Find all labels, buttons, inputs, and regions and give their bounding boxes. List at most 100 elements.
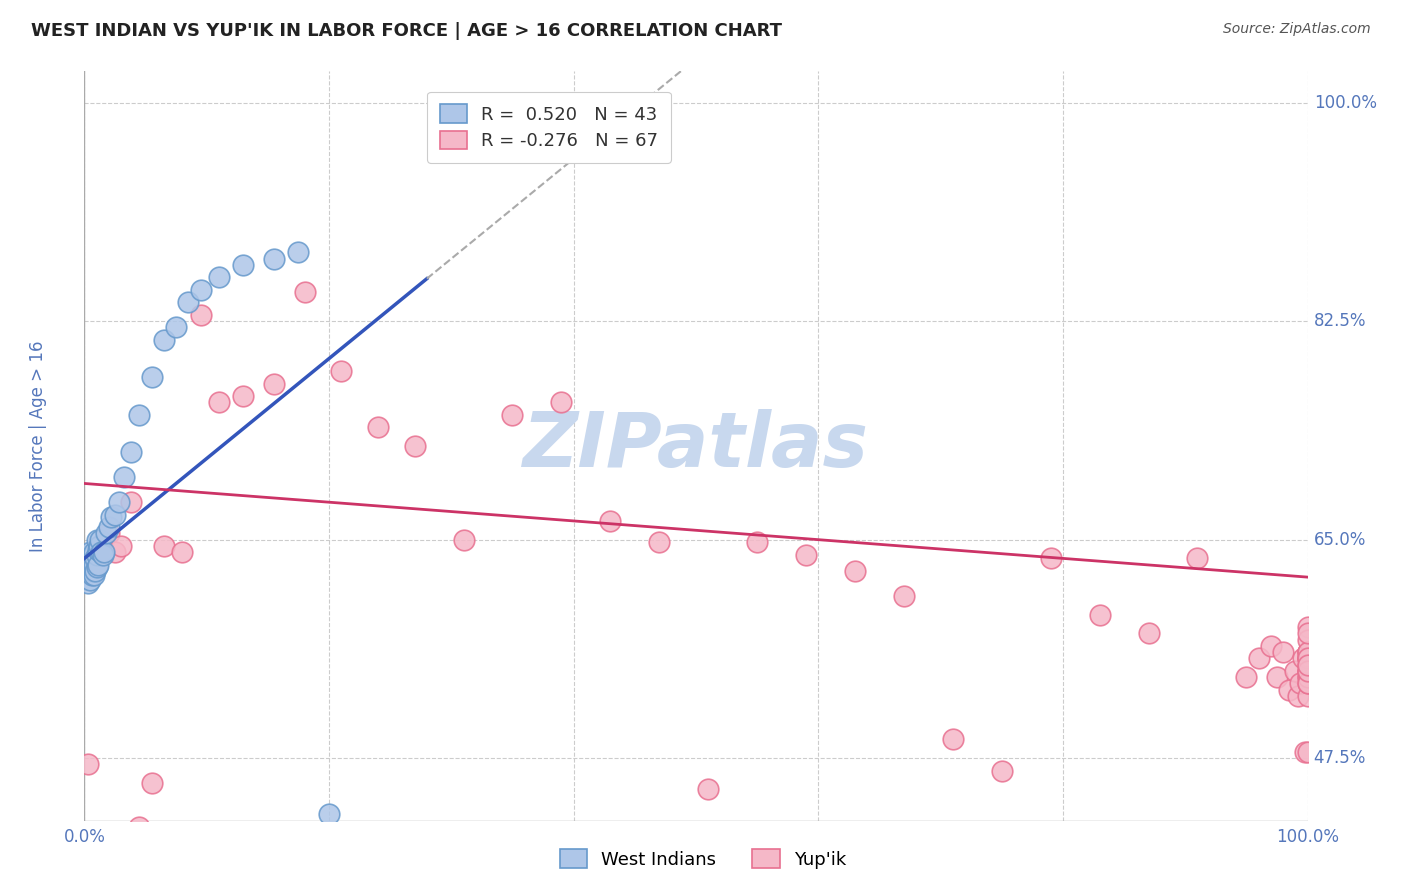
Text: 100.0%: 100.0% [1277, 828, 1339, 847]
Point [177, 295, 200, 310]
Point [1296, 664, 1319, 678]
Point [1296, 651, 1319, 665]
Point [1247, 651, 1270, 665]
Point [100, 510, 122, 524]
Point [82, 548, 104, 562]
Point [1296, 657, 1319, 672]
Point [1236, 670, 1258, 684]
Text: 47.5%: 47.5% [1313, 749, 1367, 767]
Point [1296, 632, 1319, 647]
Point [1296, 689, 1319, 703]
Point [172, 545, 194, 559]
Point [120, 445, 142, 459]
Point [87, 558, 110, 572]
Point [208, 395, 231, 409]
Text: ZIPatlas: ZIPatlas [523, 409, 869, 483]
Point [77, 564, 100, 578]
Point [991, 764, 1014, 778]
Point [844, 564, 866, 578]
Point [80, 551, 103, 566]
Point [404, 439, 426, 453]
Point [502, 408, 524, 422]
Point [77, 757, 100, 772]
Point [1296, 651, 1319, 665]
Point [1296, 620, 1319, 634]
Point [893, 589, 915, 603]
Point [1296, 657, 1319, 672]
Point [128, 408, 150, 422]
Point [104, 545, 127, 559]
Point [1187, 551, 1209, 566]
Legend: West Indians, Yup'ik: West Indians, Yup'ik [553, 842, 853, 876]
Point [1296, 670, 1319, 684]
Text: 82.5%: 82.5% [1313, 312, 1367, 330]
Point [190, 283, 212, 297]
Point [91, 535, 114, 549]
Point [1286, 689, 1309, 703]
Point [93, 545, 115, 559]
Point [232, 389, 254, 403]
Point [1284, 664, 1306, 678]
Point [263, 376, 285, 391]
Point [1296, 645, 1319, 659]
Point [1296, 664, 1319, 678]
Point [287, 245, 309, 260]
Point [697, 782, 720, 797]
Point [96, 526, 118, 541]
Point [1296, 676, 1319, 690]
Point [79, 545, 101, 559]
Point [112, 470, 135, 484]
Text: In Labor Force | Age > 16: In Labor Force | Age > 16 [30, 340, 46, 552]
Point [1289, 676, 1312, 690]
Point [107, 495, 129, 509]
Point [84, 551, 107, 566]
Point [599, 514, 621, 528]
Point [83, 567, 105, 582]
Legend: R =  0.520   N = 43, R = -0.276   N = 67: R = 0.520 N = 43, R = -0.276 N = 67 [427, 92, 671, 163]
Point [76, 558, 98, 572]
Point [942, 732, 965, 747]
Point [232, 258, 254, 272]
Point [141, 370, 163, 384]
Point [83, 545, 105, 559]
Point [87, 542, 110, 557]
Point [1296, 664, 1319, 678]
Text: Source: ZipAtlas.com: Source: ZipAtlas.com [1223, 22, 1371, 37]
Point [190, 308, 212, 322]
Point [330, 364, 353, 378]
Point [1296, 745, 1319, 759]
Point [86, 560, 108, 574]
Point [1137, 626, 1160, 640]
Point [747, 535, 769, 549]
Point [128, 820, 150, 834]
Point [794, 548, 817, 562]
Point [1272, 645, 1295, 659]
Point [1296, 651, 1319, 665]
Point [86, 533, 108, 547]
Point [1088, 607, 1111, 622]
Point [165, 320, 187, 334]
Point [648, 535, 671, 549]
Point [77, 551, 100, 566]
Point [1296, 645, 1319, 659]
Point [110, 539, 132, 553]
Point [1296, 651, 1319, 665]
Point [1260, 639, 1282, 653]
Point [1278, 682, 1301, 697]
Point [97, 526, 120, 541]
Point [208, 270, 231, 285]
Point [80, 567, 103, 582]
Point [1296, 626, 1319, 640]
Point [83, 558, 105, 572]
Point [82, 564, 104, 578]
Text: 65.0%: 65.0% [1313, 531, 1367, 549]
Point [453, 533, 475, 547]
Point [1296, 676, 1319, 690]
Point [550, 395, 572, 409]
Point [89, 533, 111, 547]
Point [1265, 670, 1288, 684]
Point [86, 558, 108, 572]
Point [141, 776, 163, 790]
Text: 0.0%: 0.0% [63, 828, 105, 847]
Point [1039, 551, 1062, 566]
